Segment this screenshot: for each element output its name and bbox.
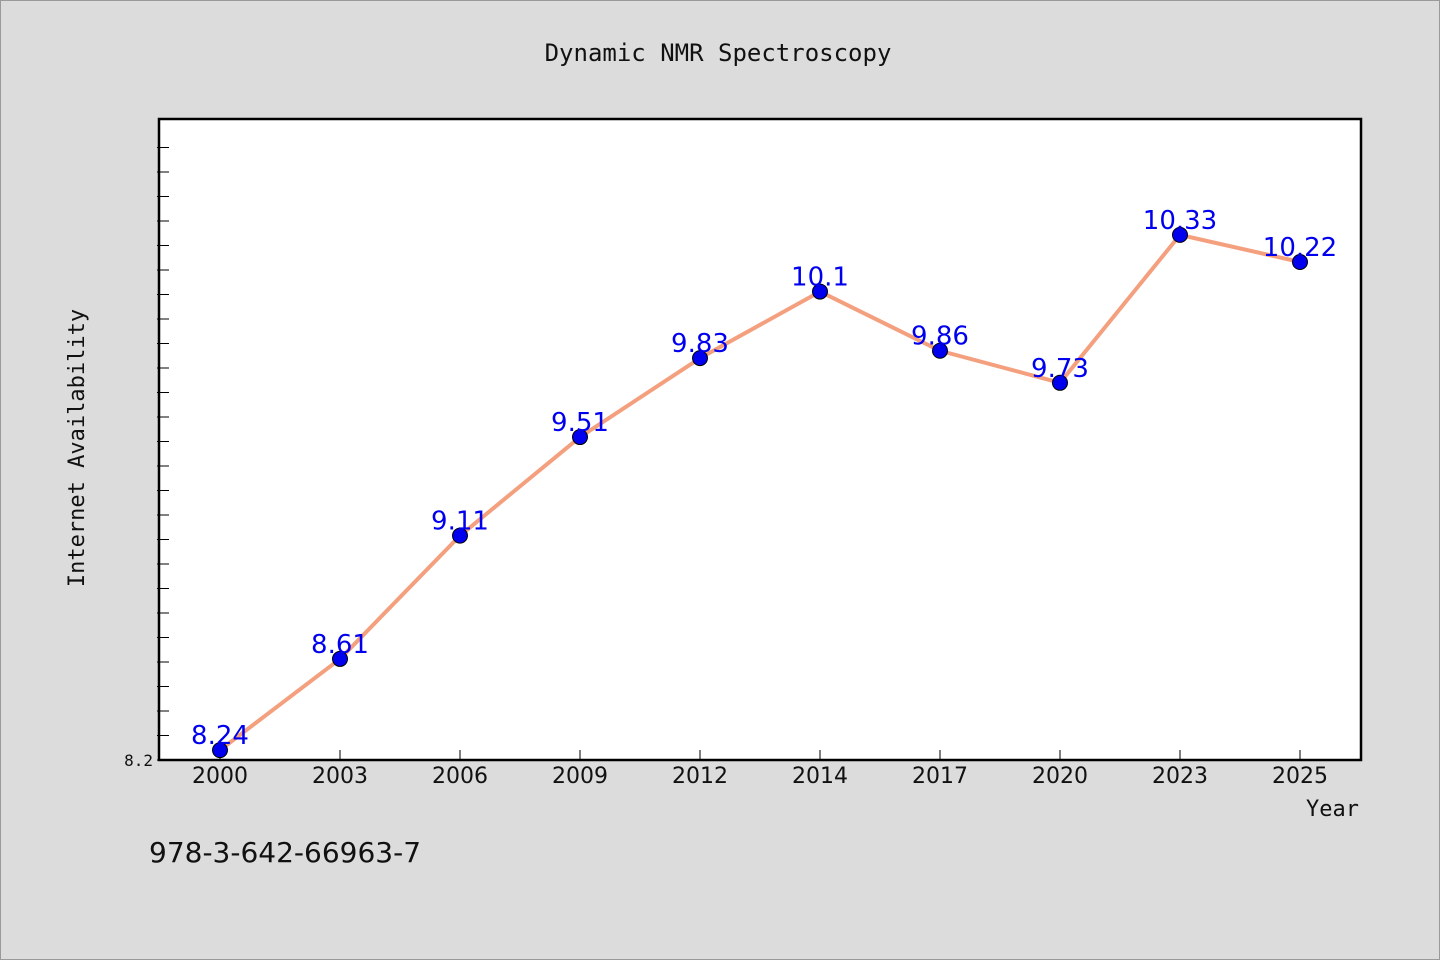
y-axis-label: Internet Availability (65, 309, 90, 587)
data-label: 10.1 (791, 263, 849, 293)
data-point-marker (212, 742, 228, 759)
chart-title: Dynamic NMR Spectroscopy (545, 39, 892, 67)
y-tick-label: 8.2 (124, 751, 153, 770)
data-label: 9.83 (671, 329, 729, 359)
data-label: 8.24 (191, 721, 249, 751)
data-label-layer: 8.24 8.61 9.11 9.51 9.83 10.1 9.86 9.73 10.33 10.… (191, 206, 1337, 751)
x-tick-label: 2017 (912, 764, 968, 789)
x-tick-label: 2009 (552, 764, 608, 789)
x-tick-label: 2012 (672, 764, 728, 789)
plot-area (157, 117, 1363, 762)
x-axis-ticks: 2000 2003 2006 2009 2012 2014 2017 2020 2023 2025 (192, 750, 1328, 789)
data-point-marker (1052, 374, 1068, 391)
data-label: 9.11 (431, 507, 489, 537)
data-point-marker (572, 429, 588, 446)
data-label: 9.86 (911, 322, 969, 352)
data-point-marker (1292, 253, 1308, 270)
data-label: 10.33 (1143, 206, 1217, 236)
y-axis-ticks (157, 147, 169, 761)
data-point-marker (692, 350, 708, 367)
data-label: 9.73 (1031, 354, 1089, 384)
x-tick-label: 2006 (432, 764, 488, 789)
series-line (218, 232, 1302, 753)
isbn-text: 978-3-642-66963-7 (149, 836, 421, 869)
x-tick-label: 2020 (1032, 764, 1088, 789)
x-tick-label: 2025 (1272, 764, 1328, 789)
data-point-marker (332, 650, 348, 667)
x-tick-label: 2023 (1152, 764, 1208, 789)
data-label: 10.22 (1263, 233, 1337, 263)
x-tick-label: 2003 (312, 764, 368, 789)
data-point-marker (932, 342, 948, 359)
data-label: 8.61 (311, 630, 369, 660)
data-point-marker (812, 283, 828, 300)
data-point-marker (452, 527, 468, 544)
x-tick-label: 2000 (192, 764, 248, 789)
data-point-marker (1172, 226, 1188, 243)
x-tick-label: 2014 (792, 764, 848, 789)
x-axis-label: Year (1306, 797, 1359, 822)
data-label: 9.51 (551, 408, 609, 438)
series-layer (212, 226, 1308, 759)
